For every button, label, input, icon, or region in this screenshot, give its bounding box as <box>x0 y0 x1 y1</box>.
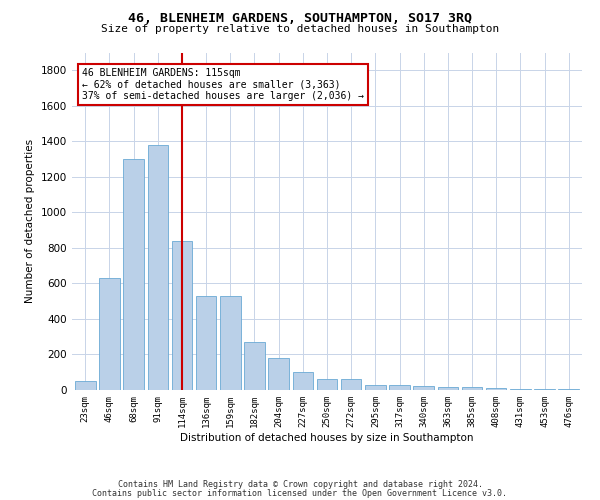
Bar <box>365 384 386 390</box>
Bar <box>317 380 337 390</box>
Bar <box>75 381 95 390</box>
Bar <box>413 386 434 390</box>
Bar <box>559 389 579 390</box>
Text: Contains public sector information licensed under the Open Government Licence v3: Contains public sector information licen… <box>92 489 508 498</box>
Text: Contains HM Land Registry data © Crown copyright and database right 2024.: Contains HM Land Registry data © Crown c… <box>118 480 482 489</box>
Bar <box>293 372 313 390</box>
Bar <box>534 389 555 390</box>
Bar <box>244 342 265 390</box>
Bar <box>486 388 506 390</box>
Bar <box>389 384 410 390</box>
X-axis label: Distribution of detached houses by size in Southampton: Distribution of detached houses by size … <box>180 432 474 442</box>
Bar <box>124 159 144 390</box>
Bar <box>341 380 361 390</box>
Bar <box>172 241 192 390</box>
Bar <box>268 358 289 390</box>
Text: 46, BLENHEIM GARDENS, SOUTHAMPTON, SO17 3RQ: 46, BLENHEIM GARDENS, SOUTHAMPTON, SO17 … <box>128 12 472 26</box>
Bar <box>99 278 120 390</box>
Bar <box>462 388 482 390</box>
Bar <box>220 296 241 390</box>
Bar <box>148 145 168 390</box>
Bar <box>437 388 458 390</box>
Y-axis label: Number of detached properties: Number of detached properties <box>25 139 35 304</box>
Bar <box>196 296 217 390</box>
Bar <box>510 389 530 390</box>
Text: 46 BLENHEIM GARDENS: 115sqm
← 62% of detached houses are smaller (3,363)
37% of : 46 BLENHEIM GARDENS: 115sqm ← 62% of det… <box>82 68 364 101</box>
Text: Size of property relative to detached houses in Southampton: Size of property relative to detached ho… <box>101 24 499 34</box>
